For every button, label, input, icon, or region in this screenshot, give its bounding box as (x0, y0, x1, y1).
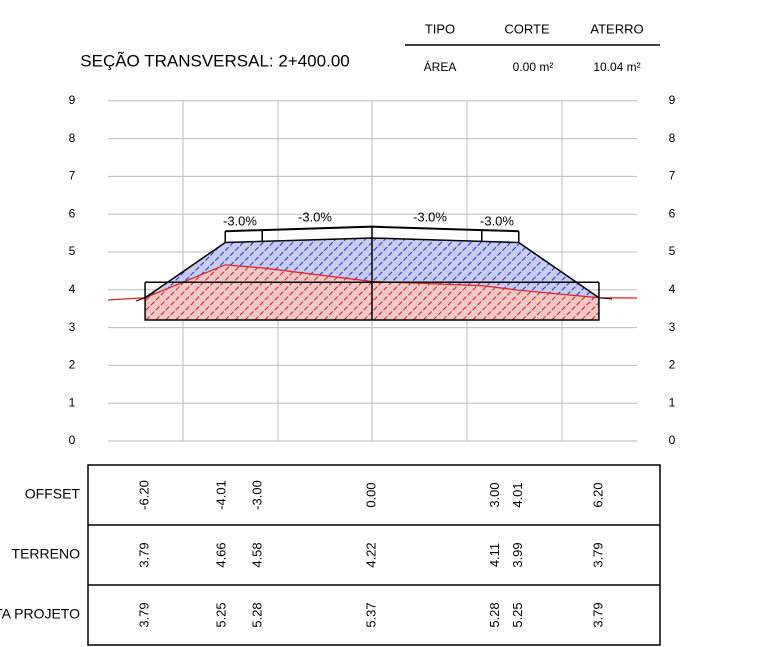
summary-header: TIPO (425, 21, 455, 36)
row-value: -3.00 (250, 480, 265, 510)
section-title: SEÇÃO TRANSVERSAL: 2+400.00 (80, 51, 349, 70)
row-label: OFFSET (25, 486, 81, 502)
row-value: 5.25 (510, 602, 525, 627)
summary-cell: 10.04 m² (593, 60, 640, 74)
y-tick-label: 7 (69, 169, 76, 183)
section (107, 225, 638, 321)
row-value: 3.79 (590, 542, 605, 567)
y-tick-label: 6 (669, 206, 676, 220)
row-label: TERRENO (12, 546, 81, 562)
y-tick-label: 6 (69, 206, 76, 220)
row-value: -4.01 (214, 480, 229, 510)
y-tick-label: 8 (669, 131, 676, 145)
row-value: 3.79 (590, 602, 605, 627)
summary-header: CORTE (504, 21, 550, 36)
row-value: 0.00 (363, 482, 378, 507)
y-tick-label: 8 (69, 131, 76, 145)
y-tick-label: 1 (669, 395, 676, 409)
row-value: 5.25 (214, 602, 229, 627)
slope-label: -3.0% (480, 213, 514, 228)
row-value: 4.01 (510, 482, 525, 507)
row-value: 4.22 (363, 542, 378, 567)
toe-left (135, 297, 146, 302)
y-tick-label: 5 (669, 244, 676, 258)
row-value: 3.79 (137, 602, 152, 627)
y-tick-label: 7 (669, 169, 676, 183)
row-value: 4.58 (250, 542, 265, 567)
y-tick-label: 9 (669, 93, 676, 107)
row-value: 4.11 (487, 543, 502, 567)
summary-cell: 0.00 m² (513, 60, 554, 74)
y-tick-label: 2 (69, 358, 76, 372)
y-tick-label: 2 (669, 358, 676, 372)
y-tick-label: 0 (69, 433, 76, 447)
data-table (87, 464, 661, 646)
row-value: 3.99 (510, 542, 525, 567)
y-tick-label: 4 (669, 282, 676, 296)
row-value: 5.28 (487, 602, 502, 627)
summary-cell: ÁREA (424, 59, 457, 74)
y-tick-label: 9 (69, 93, 76, 107)
row-label: COTA PROJETO (0, 606, 80, 622)
y-tick-label: 1 (69, 395, 76, 409)
y-tick-label: 3 (669, 320, 676, 334)
row-value: 4.66 (214, 542, 229, 567)
y-tick-label: 0 (669, 433, 676, 447)
y-tick-label: 4 (69, 282, 76, 296)
row-value: 5.37 (363, 602, 378, 627)
row-value: 3.79 (137, 542, 152, 567)
row-value: 3.00 (487, 482, 502, 507)
y-tick-label: 5 (69, 244, 76, 258)
row-value: 6.20 (590, 482, 605, 507)
row-value: -6.20 (137, 480, 152, 510)
slope-label: -3.0% (413, 209, 447, 224)
slope-label: -3.0% (223, 213, 257, 228)
toe-right (598, 297, 613, 300)
slope-label: -3.0% (298, 209, 332, 224)
summary-header: ATERRO (590, 21, 643, 36)
row-value: 5.28 (250, 602, 265, 627)
y-tick-label: 3 (69, 320, 76, 334)
